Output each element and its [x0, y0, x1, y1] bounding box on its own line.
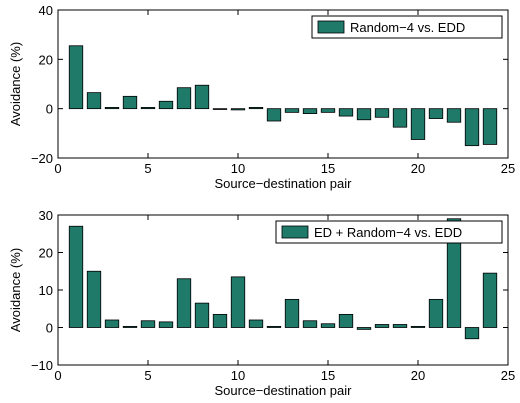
x-tick-label: 25	[501, 161, 515, 176]
bar	[194, 84, 210, 110]
bar	[194, 302, 210, 328]
bar	[392, 324, 408, 328]
bar	[446, 218, 462, 328]
bar	[410, 325, 426, 328]
bar	[266, 325, 282, 328]
y-tick-label: 10	[39, 283, 53, 298]
x-tick-label: 15	[321, 161, 335, 176]
bar	[464, 108, 480, 147]
bar	[86, 270, 102, 328]
bar	[122, 95, 138, 110]
y-tick-label: 40	[39, 3, 53, 18]
bar	[104, 319, 120, 328]
legend: Random−4 vs. EDD	[311, 15, 503, 39]
bar	[464, 327, 480, 340]
bar	[482, 272, 498, 328]
bar	[392, 108, 408, 128]
legend-label: Random−4 vs. EDD	[350, 20, 465, 35]
x-axis-label: Source−destination pair	[215, 176, 353, 191]
y-axis-label: Avoidance (%)	[8, 248, 23, 332]
bar	[302, 108, 318, 114]
bar	[158, 100, 174, 110]
y-tick-label: 0	[46, 321, 53, 336]
bar	[320, 108, 336, 113]
legend: ED + Random−4 vs. EDD	[275, 220, 503, 244]
x-tick-label: 5	[144, 368, 151, 383]
legend-box	[275, 220, 503, 244]
bar	[212, 108, 228, 110]
bar	[356, 327, 372, 330]
x-tick-label: 5	[144, 161, 151, 176]
bar	[266, 108, 282, 122]
bar	[428, 108, 444, 119]
y-tick-label: 20	[39, 246, 53, 261]
bar	[104, 107, 120, 110]
legend-swatch	[317, 20, 345, 34]
bar	[338, 108, 354, 117]
legend-box	[311, 15, 503, 39]
legend-label: ED + Random−4 vs. EDD	[314, 225, 462, 240]
bar	[338, 313, 354, 328]
bar	[176, 87, 192, 110]
x-tick-label: 0	[54, 368, 61, 383]
legend-swatch	[281, 225, 309, 239]
x-tick-label: 10	[231, 161, 245, 176]
x-tick-label: 20	[411, 161, 425, 176]
bar	[230, 276, 246, 328]
bar	[122, 325, 138, 328]
bar	[284, 298, 300, 328]
bar	[320, 323, 336, 328]
x-tick-label: 10	[231, 368, 245, 383]
y-tick-label: −10	[31, 358, 53, 373]
bar	[284, 108, 300, 113]
bar	[212, 313, 228, 328]
bar	[230, 108, 246, 111]
y-tick-label: −20	[31, 151, 53, 166]
bar	[374, 108, 390, 118]
y-axis-label: Avoidance (%)	[8, 42, 23, 126]
x-tick-label: 20	[411, 368, 425, 383]
bar	[248, 319, 264, 328]
bar	[158, 321, 174, 328]
bar	[428, 298, 444, 328]
bar	[482, 108, 498, 145]
bar	[140, 107, 156, 110]
bar	[374, 324, 390, 328]
x-tick-label: 0	[54, 161, 61, 176]
y-tick-label: 30	[39, 208, 53, 223]
bar	[68, 225, 84, 328]
bar	[446, 108, 462, 123]
bar	[86, 92, 102, 110]
x-tick-label: 15	[321, 368, 335, 383]
bar	[356, 108, 372, 121]
x-tick-label: 25	[501, 368, 515, 383]
bar	[176, 278, 192, 328]
y-tick-label: 20	[39, 52, 53, 67]
bar	[410, 108, 426, 140]
plot-frame	[57, 9, 509, 159]
bar	[140, 320, 156, 328]
bar	[302, 320, 318, 328]
x-axis-label: Source−destination pair	[215, 383, 353, 398]
bar	[248, 107, 264, 110]
bar	[68, 45, 84, 110]
y-tick-label: 0	[46, 102, 53, 117]
